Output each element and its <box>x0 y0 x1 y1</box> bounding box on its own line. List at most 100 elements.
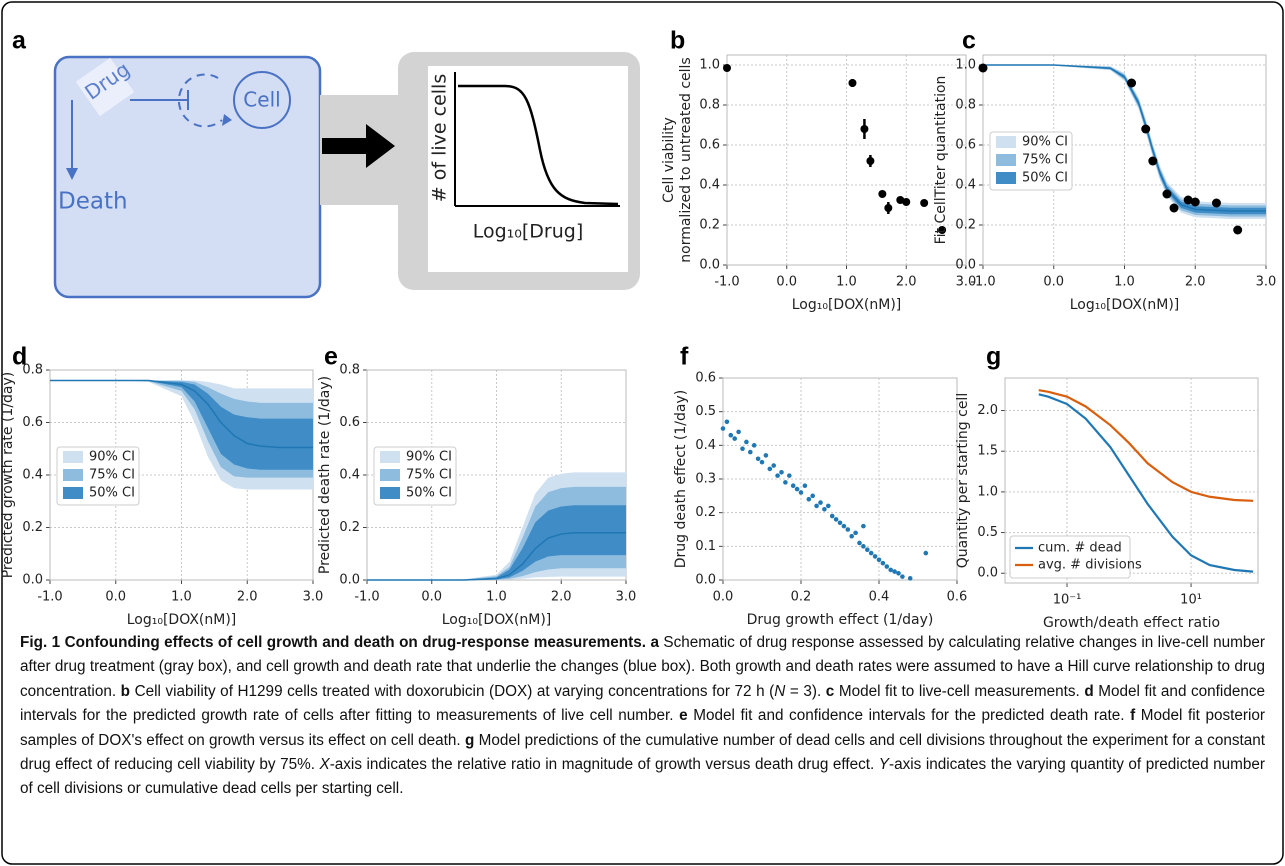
y-tick-label: 0.0 <box>339 573 360 588</box>
point <box>728 432 734 438</box>
legend-label: 75% CI <box>89 468 135 483</box>
mini-curve <box>458 84 619 206</box>
point <box>1190 197 1200 207</box>
caption-text: e <box>679 707 688 725</box>
point <box>861 544 866 549</box>
legend-swatch <box>63 451 83 463</box>
point <box>848 79 857 87</box>
point <box>748 449 753 455</box>
point <box>767 466 773 472</box>
caption-text: Model predictions of the cumulative numb… <box>20 731 1270 774</box>
x-tick-label: 0.2 <box>791 590 812 605</box>
x-tick-label: 1.0 <box>171 590 192 605</box>
caption-text: X <box>319 756 330 774</box>
point <box>759 459 765 465</box>
panel-label: a <box>12 27 27 55</box>
caption-text: Cell viability of H1299 cells treated wi… <box>130 682 775 700</box>
point <box>878 190 887 198</box>
x-tick-label: 2.0 <box>237 590 258 605</box>
point <box>822 507 827 512</box>
x-axis-label: Growth/death effect ratio <box>1043 615 1220 631</box>
plot-frame <box>726 54 967 266</box>
y-axis-label: Cell viability <box>661 117 677 203</box>
legend-swatch <box>63 469 83 481</box>
y-tick-label: 0.8 <box>955 98 976 113</box>
plot-frame <box>1004 377 1259 584</box>
x-axis-label: Log₁₀[DOX(nM)] <box>792 297 902 313</box>
point <box>876 557 882 563</box>
caption-text: d <box>1084 682 1094 700</box>
legend-swatch <box>380 487 400 499</box>
point <box>884 564 890 569</box>
x-axis-label: Log₁₀[DOX(nM)] <box>442 612 552 628</box>
caption: Fig. 1 Confounding effects of cell growt… <box>20 631 1265 802</box>
cell-circle <box>233 71 291 129</box>
caption-text: a <box>650 634 659 651</box>
panel-label: d <box>12 343 27 371</box>
point <box>724 419 730 425</box>
legend-label: 50% CI <box>89 486 135 501</box>
y-tick-label: 0.0 <box>695 573 716 588</box>
point <box>837 520 843 526</box>
point <box>860 125 869 133</box>
point <box>826 503 831 509</box>
point <box>1183 195 1193 205</box>
y-tick-label: 0.2 <box>699 218 720 233</box>
x-tick-label: -1.0 <box>714 275 739 290</box>
y-tick-label: 0.6 <box>22 415 43 430</box>
legend-swatch <box>63 487 83 499</box>
caption-text: Y <box>878 756 889 774</box>
point <box>814 503 819 509</box>
point <box>845 527 851 532</box>
x-tick-label: 1.0 <box>1114 275 1135 290</box>
point <box>802 483 808 489</box>
median-line <box>367 532 626 581</box>
y-axis-label: Predicted death rate (1/day) <box>317 376 333 574</box>
y-tick-label: 0.6 <box>955 138 976 153</box>
x-tick-label: 2.0 <box>551 590 572 605</box>
point <box>818 500 823 505</box>
point <box>892 569 897 574</box>
point <box>720 426 726 431</box>
point <box>1169 203 1179 213</box>
y-tick-label: 0.0 <box>955 258 976 273</box>
y-tick-label: 0.5 <box>977 525 998 540</box>
x-tick-label: 0.0 <box>776 275 797 290</box>
y-tick-label: 1.0 <box>699 58 720 73</box>
point <box>853 530 858 536</box>
y-tick-label: 0.6 <box>699 138 720 153</box>
x-tick-label: 10⁻¹ <box>1053 593 1082 608</box>
y-tick-label: 0.8 <box>339 363 360 378</box>
ci-band <box>367 505 626 580</box>
y-tick-label: 0.0 <box>977 566 998 581</box>
point <box>872 554 878 559</box>
legend-label: avg. # divisions <box>1038 558 1142 573</box>
series-line <box>1038 393 1254 573</box>
arrow-head <box>222 114 232 126</box>
y-tick-label: 0.4 <box>695 438 716 453</box>
caption-text: -axis indicates the varying quantity of … <box>20 756 1270 798</box>
x-axis-label: Log₁₀[DOX(nM)] <box>127 612 237 628</box>
legend-label: 90% CI <box>1022 135 1068 150</box>
cycle-arc <box>177 73 223 128</box>
point <box>783 480 788 485</box>
point <box>888 567 893 573</box>
ci-band <box>50 380 313 470</box>
median-line <box>50 379 313 449</box>
point <box>866 157 875 165</box>
panel-label: f <box>680 343 689 371</box>
legend-label: 90% CI <box>89 450 135 465</box>
median-line <box>983 64 1266 212</box>
point <box>732 436 737 441</box>
y-tick-label: 0.8 <box>699 98 720 113</box>
y-tick-label: 0.2 <box>695 505 716 520</box>
x-tick-label: 3.0 <box>1256 275 1277 290</box>
point <box>938 226 947 234</box>
point <box>771 463 776 468</box>
x-tick-label: 10¹ <box>1180 593 1202 608</box>
point <box>798 490 804 495</box>
y-tick-label: 0.0 <box>22 573 43 588</box>
y-axis-label: Drug death effect (1/day) <box>673 390 689 568</box>
drug-badge <box>75 57 135 117</box>
